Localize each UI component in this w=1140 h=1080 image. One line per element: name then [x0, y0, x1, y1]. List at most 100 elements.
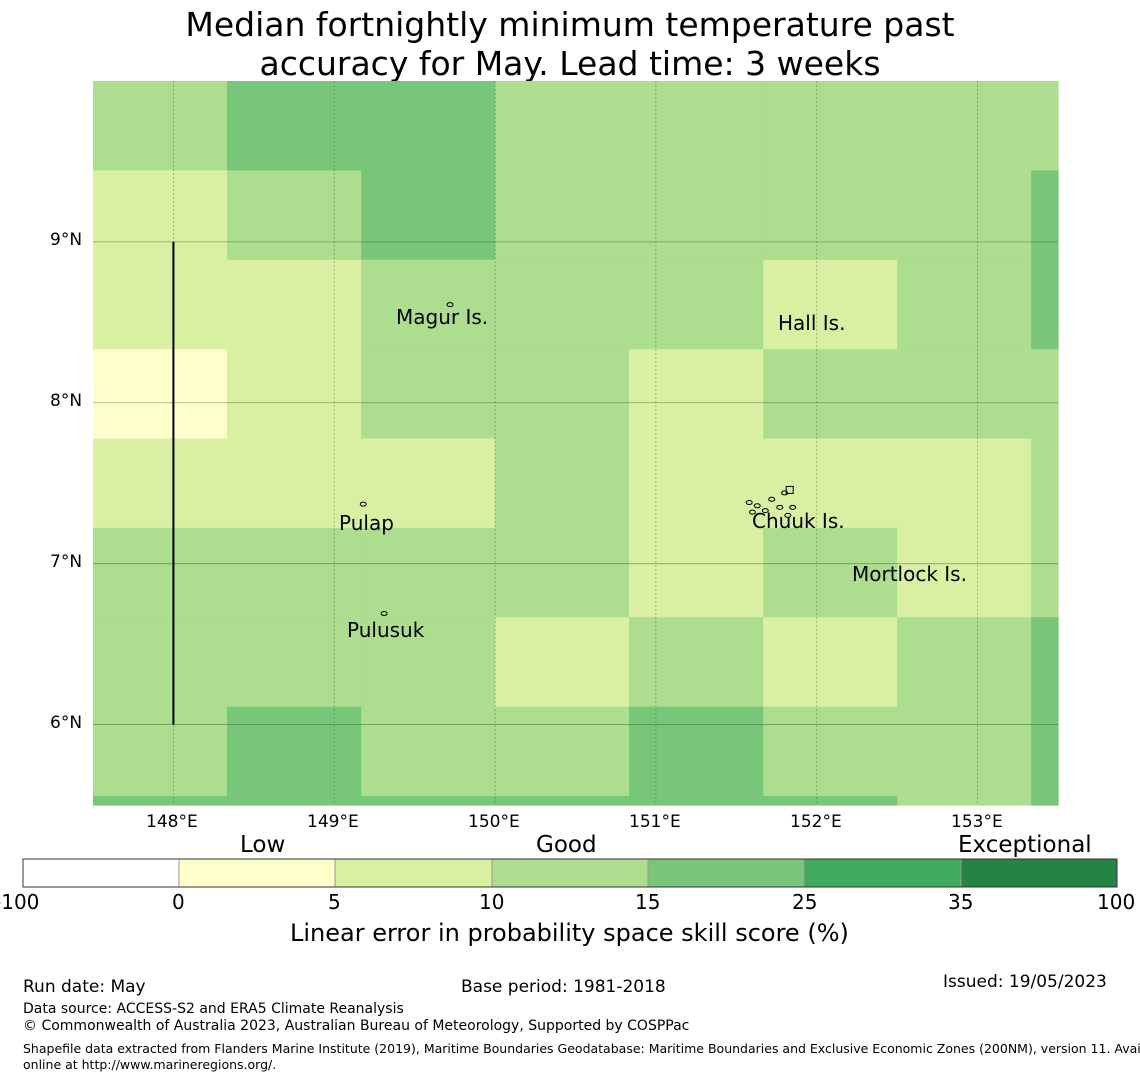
colorbar-swatch — [22, 858, 180, 888]
map-title-line1: Median fortnightly minimum temperature p… — [185, 5, 955, 44]
place-label-pulusuk: Pulusuk — [347, 618, 425, 642]
island-outline — [785, 485, 794, 494]
skill-cell — [1031, 795, 1059, 806]
skill-cell — [629, 706, 764, 797]
data-source: Data source: ACCESS-S2 and ERA5 Climate … — [23, 1001, 404, 1017]
skill-cell — [361, 617, 496, 708]
skill-cell — [93, 706, 228, 797]
island-outline — [781, 490, 789, 496]
colorbar-swatch — [178, 858, 336, 888]
skill-cell — [495, 438, 630, 529]
island-outline — [789, 504, 797, 510]
colorbar-swatch — [334, 858, 493, 888]
shapefile-credit-line2: online at http://www.marineregions.org/. — [23, 1057, 277, 1072]
skill-cell — [361, 438, 496, 529]
skill-cell — [93, 527, 228, 618]
skill-cell — [1031, 438, 1059, 529]
place-label-magur: Magur Is. — [396, 305, 489, 329]
lat-tick-6n: 6°N — [50, 713, 83, 733]
skill-cell — [763, 170, 898, 261]
skill-cell — [629, 617, 764, 708]
skill-cell — [93, 170, 228, 261]
skill-cell — [897, 795, 1032, 806]
colorbar-tick: -100 — [0, 890, 40, 914]
skill-cell — [361, 706, 496, 797]
skill-cell — [495, 795, 630, 806]
island-outline — [761, 508, 769, 514]
skill-cell — [93, 81, 228, 172]
skill-cell — [361, 349, 496, 440]
skill-cell — [361, 259, 496, 350]
skill-cell — [1031, 349, 1059, 440]
colorbar-tick: 10 — [479, 890, 505, 914]
category-exceptional: Exceptional — [958, 832, 1092, 858]
skill-cell — [495, 259, 630, 350]
colorbar-swatch — [960, 858, 1118, 888]
island-outline — [784, 512, 792, 518]
colorbar-tick: 5 — [328, 890, 341, 914]
skill-cell — [763, 617, 898, 708]
skill-cell — [763, 81, 898, 172]
issued-date: Issued: 19/05/2023 — [943, 972, 1107, 992]
skill-cell — [361, 81, 496, 172]
skill-cell — [897, 527, 1032, 618]
skill-cell — [226, 617, 362, 708]
island-outline — [359, 501, 367, 507]
skill-cell — [361, 795, 496, 806]
skill-cell — [897, 81, 1032, 172]
run-date: Run date: May — [23, 977, 146, 997]
skill-cell — [495, 81, 630, 172]
colorbar-frame — [22, 858, 1118, 888]
skill-cell — [226, 527, 362, 618]
colorbar-tick: 100 — [1097, 890, 1136, 914]
skill-cell — [897, 617, 1032, 708]
colorbar-tick: 25 — [792, 890, 818, 914]
skill-cell — [1031, 81, 1059, 172]
colorbar-title: Linear error in probability space skill … — [290, 919, 849, 947]
island-outline — [753, 503, 761, 509]
skill-cell — [897, 170, 1032, 261]
colorbar-tick: 15 — [635, 890, 661, 914]
skill-cell — [93, 617, 228, 708]
base-period: Base period: 1981-2018 — [461, 977, 666, 997]
colorbar-tick: 0 — [172, 890, 185, 914]
skill-cell — [93, 259, 228, 350]
skill-cell — [226, 81, 362, 172]
skill-cell — [1031, 706, 1059, 797]
colorbar-swatch — [647, 858, 805, 888]
skill-cell — [629, 438, 764, 529]
skill-cell — [226, 170, 362, 261]
copyright: © Commonwealth of Australia 2023, Austra… — [23, 1018, 690, 1034]
skill-cell — [361, 527, 496, 618]
lon-tick-153e: 153°E — [951, 812, 1003, 832]
category-good: Good — [536, 832, 597, 858]
place-label-pulap: Pulap — [339, 511, 394, 535]
skill-cell — [495, 617, 630, 708]
category-low: Low — [240, 832, 286, 858]
skill-cell — [93, 438, 228, 529]
skill-cell — [226, 795, 362, 806]
skill-cell — [495, 527, 630, 618]
skill-cell — [495, 170, 630, 261]
lon-tick-152e: 152°E — [790, 812, 842, 832]
place-label-chuuk: Chuuk Is. — [752, 509, 845, 533]
skill-cell — [897, 706, 1032, 797]
island-outline — [380, 611, 388, 617]
skill-cell — [763, 527, 898, 618]
place-label-mortlock: Mortlock Is. — [852, 562, 967, 586]
skill-cell — [629, 170, 764, 261]
island-outline — [776, 504, 784, 510]
skill-cell — [226, 706, 362, 797]
skill-cell — [495, 349, 630, 440]
skill-cell — [226, 438, 362, 529]
skill-cell — [897, 349, 1032, 440]
lon-tick-151e: 151°E — [629, 812, 681, 832]
island-outline — [748, 509, 756, 515]
lon-tick-148e: 148°E — [146, 812, 198, 832]
lat-tick-9n: 9°N — [50, 230, 83, 250]
colorbar-tick: 35 — [948, 890, 974, 914]
skill-cell — [495, 706, 630, 797]
lat-tick-7n: 7°N — [50, 552, 83, 572]
skill-cell — [763, 349, 898, 440]
